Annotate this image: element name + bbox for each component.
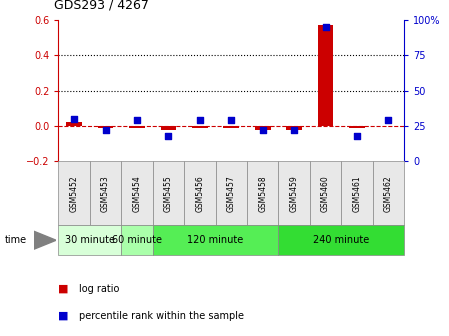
Point — [70, 116, 78, 122]
Point — [102, 128, 109, 133]
Point — [196, 118, 203, 123]
Bar — [98, 126, 113, 128]
Text: GSM5453: GSM5453 — [101, 175, 110, 212]
Text: 30 minute: 30 minute — [65, 235, 115, 245]
Point — [133, 118, 141, 123]
Bar — [247, 161, 278, 225]
Text: ■: ■ — [58, 311, 69, 321]
Text: GSM5461: GSM5461 — [352, 175, 361, 212]
Text: GSM5459: GSM5459 — [290, 175, 299, 212]
Bar — [255, 126, 270, 129]
Bar — [286, 126, 302, 129]
Point — [165, 133, 172, 138]
Bar — [278, 225, 404, 255]
Text: GSM5456: GSM5456 — [195, 175, 204, 212]
Text: ■: ■ — [58, 284, 69, 294]
Text: GSM5460: GSM5460 — [321, 175, 330, 212]
Bar — [184, 161, 216, 225]
Bar — [66, 123, 82, 126]
Text: log ratio: log ratio — [79, 284, 119, 294]
Bar — [121, 225, 153, 255]
Bar — [318, 26, 333, 126]
Bar — [129, 126, 145, 128]
Text: time: time — [4, 235, 26, 245]
Text: 240 minute: 240 minute — [313, 235, 370, 245]
Bar — [216, 161, 247, 225]
Bar — [58, 161, 90, 225]
Point — [385, 118, 392, 123]
Polygon shape — [34, 231, 56, 249]
Text: GSM5458: GSM5458 — [258, 175, 267, 212]
Text: GSM5457: GSM5457 — [227, 175, 236, 212]
Text: 120 minute: 120 minute — [187, 235, 244, 245]
Bar — [153, 225, 278, 255]
Text: GSM5452: GSM5452 — [70, 175, 79, 212]
Point — [228, 118, 235, 123]
Text: percentile rank within the sample: percentile rank within the sample — [79, 311, 243, 321]
Bar — [373, 161, 404, 225]
Point — [322, 25, 329, 30]
Text: GSM5454: GSM5454 — [132, 175, 141, 212]
Bar — [161, 126, 176, 129]
Point — [259, 128, 266, 133]
Bar — [58, 225, 121, 255]
Bar — [121, 161, 153, 225]
Bar — [192, 126, 207, 128]
Bar — [310, 161, 341, 225]
Bar — [90, 161, 121, 225]
Text: GSM5462: GSM5462 — [384, 175, 393, 212]
Text: GSM5455: GSM5455 — [164, 175, 173, 212]
Bar — [278, 161, 310, 225]
Text: 60 minute: 60 minute — [112, 235, 162, 245]
Text: GDS293 / 4267: GDS293 / 4267 — [54, 0, 149, 12]
Point — [353, 133, 361, 138]
Point — [291, 128, 298, 133]
Bar — [341, 161, 373, 225]
Bar — [224, 126, 239, 128]
Bar — [153, 161, 184, 225]
Bar — [349, 126, 365, 128]
